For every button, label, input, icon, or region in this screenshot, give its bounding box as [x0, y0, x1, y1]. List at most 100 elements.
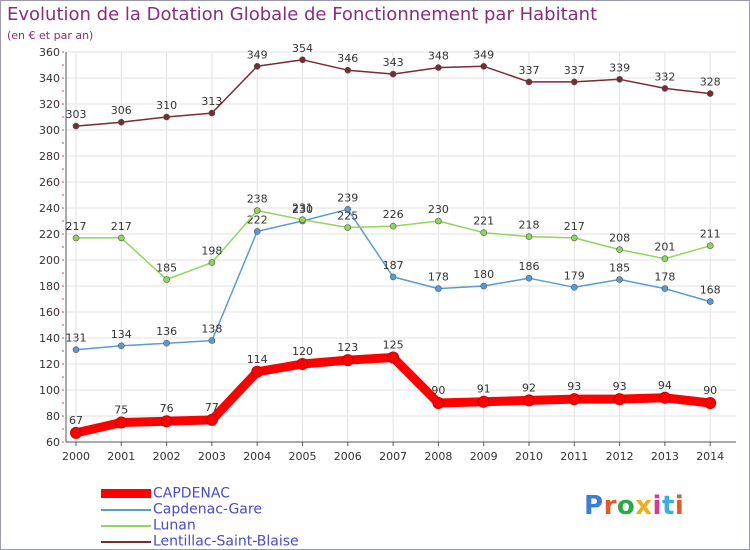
data-point-lentillac-saint-blaise — [118, 118, 125, 126]
y-tick-label: 200 — [39, 254, 60, 267]
legend-item: Lunan — [101, 517, 299, 534]
y-minor-tick — [62, 298, 64, 300]
data-label-capdenac: 123 — [337, 341, 358, 354]
data-point-lentillac-saint-blaise — [435, 64, 442, 71]
proxiti-logo: Proxiti — [584, 491, 684, 521]
data-label-capdenac-gare: 178 — [428, 271, 449, 284]
y-minor-tick — [62, 155, 64, 157]
data-point-capdenac — [613, 393, 626, 406]
data-point-lentillac-saint-blaise — [480, 63, 488, 70]
data-label-lunan: 231 — [292, 202, 313, 215]
data-point-lunan — [389, 222, 397, 230]
data-point-lunan — [344, 224, 352, 231]
data-label-capdenac-gare: 185 — [609, 262, 630, 275]
x-tick-label: 2005 — [289, 450, 317, 463]
legend-label: CAPDENAC — [153, 485, 230, 502]
data-point-lentillac-saint-blaise — [163, 113, 170, 121]
legend-item: Capdenac-Gare — [101, 501, 299, 518]
data-label-lentillac-saint-blaise: 337 — [519, 64, 540, 77]
data-point-capdenac-gare — [435, 285, 442, 292]
data-label-capdenac: 75 — [114, 404, 128, 417]
x-tick-label: 2010 — [515, 450, 543, 463]
y-minor-tick — [62, 272, 64, 274]
legend-item: CAPDENAC — [101, 485, 299, 502]
data-label-lunan: 217 — [111, 220, 132, 233]
data-label-lunan: 201 — [654, 241, 675, 254]
data-point-capdenac-gare — [208, 337, 216, 344]
logo-letter: t — [661, 491, 675, 521]
plot-area — [66, 52, 736, 442]
data-label-capdenac: 94 — [658, 379, 672, 392]
data-label-lunan: 217 — [66, 220, 87, 233]
y-minor-tick — [62, 415, 64, 417]
x-tick-label: 2013 — [651, 450, 679, 463]
data-point-lunan — [616, 246, 623, 253]
data-label-capdenac-gare: 134 — [111, 328, 132, 341]
data-label-lentillac-saint-blaise: 313 — [201, 95, 222, 108]
legend-swatch — [101, 524, 151, 527]
x-tick-label: 2008 — [424, 450, 452, 463]
y-minor-tick — [62, 207, 64, 209]
x-tick-label: 2001 — [107, 450, 135, 463]
data-label-lunan: 221 — [473, 215, 494, 228]
x-tick-label: 2006 — [334, 450, 362, 463]
data-point-lunan — [163, 276, 170, 283]
y-tick-label: 260 — [39, 176, 60, 189]
data-point-capdenac — [115, 416, 128, 429]
chart-subtitle: (en € et par an) — [7, 29, 94, 42]
logo-letter: i — [674, 491, 685, 521]
y-tick-label: 100 — [39, 384, 60, 397]
y-minor-tick — [62, 428, 64, 430]
data-label-capdenac: 120 — [292, 345, 313, 358]
y-minor-tick — [62, 129, 64, 131]
y-minor-tick — [62, 51, 64, 53]
data-label-lunan: 217 — [564, 220, 585, 233]
data-label-lunan: 230 — [428, 203, 449, 216]
data-label-lentillac-saint-blaise: 332 — [654, 70, 675, 83]
data-point-capdenac — [658, 391, 671, 404]
data-point-capdenac — [160, 415, 173, 428]
y-tick-label: 240 — [39, 202, 60, 215]
data-label-capdenac-gare: 131 — [66, 332, 87, 345]
data-point-capdenac-gare — [118, 342, 125, 350]
data-point-capdenac-gare — [389, 273, 397, 281]
y-minor-tick — [62, 389, 64, 391]
data-label-capdenac-gare: 180 — [473, 268, 494, 281]
data-label-lentillac-saint-blaise: 349 — [247, 48, 268, 61]
data-point-lentillac-saint-blaise — [344, 66, 352, 74]
data-point-lunan — [570, 234, 578, 242]
legend-swatch — [101, 508, 151, 511]
data-point-capdenac — [432, 397, 445, 409]
y-minor-tick — [62, 285, 64, 287]
y-minor-tick — [62, 142, 64, 144]
data-point-lentillac-saint-blaise — [72, 122, 80, 130]
y-minor-tick — [62, 168, 64, 170]
data-label-capdenac-gare: 179 — [564, 269, 585, 282]
data-point-capdenac — [70, 426, 82, 439]
data-point-lentillac-saint-blaise — [253, 63, 261, 70]
data-point-capdenac-gare — [706, 298, 714, 305]
data-point-lentillac-saint-blaise — [208, 109, 216, 117]
data-point-lunan — [72, 234, 80, 242]
x-tick-label: 2003 — [198, 450, 226, 463]
data-point-capdenac — [704, 397, 717, 409]
legend-label: Lunan — [153, 517, 196, 534]
data-point-lunan — [118, 234, 125, 242]
data-label-capdenac-gare: 186 — [519, 260, 540, 273]
data-label-capdenac-gare: 136 — [156, 325, 177, 338]
data-label-lunan: 198 — [201, 245, 222, 258]
data-label-lunan: 226 — [383, 208, 404, 221]
data-point-lunan — [299, 216, 306, 223]
x-tick-label: 2011 — [560, 450, 588, 463]
data-label-lentillac-saint-blaise: 306 — [111, 104, 132, 117]
data-label-capdenac-gare: 138 — [201, 323, 222, 336]
data-label-lunan: 218 — [519, 219, 540, 232]
data-label-capdenac-gare: 168 — [700, 284, 721, 297]
data-label-lentillac-saint-blaise: 310 — [156, 99, 177, 112]
data-point-capdenac-gare — [163, 339, 170, 347]
y-minor-tick — [62, 220, 64, 222]
data-label-capdenac: 93 — [613, 380, 627, 393]
x-tick-label: 2012 — [606, 450, 634, 463]
y-minor-tick — [62, 77, 64, 79]
logo-letter: r — [603, 491, 617, 521]
